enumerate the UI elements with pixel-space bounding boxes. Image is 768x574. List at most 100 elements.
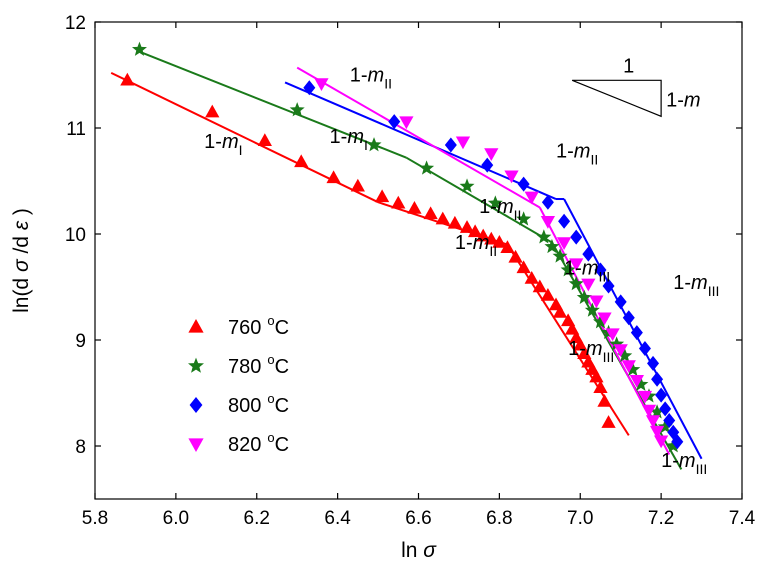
data-point-760	[391, 195, 406, 209]
data-point-800	[647, 355, 660, 371]
data-point-800	[602, 278, 615, 294]
slope-label-m: m	[497, 196, 514, 218]
x-tick-label: 7.2	[648, 508, 674, 529]
data-point-760	[601, 415, 616, 428]
y-axis-label-part-1: σ	[10, 258, 33, 272]
slope-triangle-rise-m: m	[684, 89, 701, 111]
slope-label-800-III: 1-mIII	[673, 272, 719, 299]
legend-value: 820	[228, 434, 261, 456]
slope-label-prefix: 1-	[204, 131, 222, 153]
legend-degree: o	[267, 352, 274, 367]
legend-degree: o	[267, 430, 274, 445]
slope-label-m: m	[368, 64, 385, 86]
data-point-760	[484, 231, 499, 245]
data-point-780	[544, 238, 560, 254]
data-point-820	[524, 191, 539, 205]
data-point-760	[593, 380, 608, 393]
legend-value: 780	[228, 356, 261, 378]
slope-label-subscript: III	[603, 349, 615, 365]
y-tick-label: 12	[65, 13, 86, 34]
data-point-760	[492, 234, 507, 248]
data-point-780	[576, 289, 592, 304]
slope-label-780-III: 1-mIII	[564, 257, 610, 284]
slope-label-820-III: 1-mIII	[661, 450, 707, 477]
slope-label-760-II: 1-mII	[455, 232, 497, 259]
legend-marker-780	[188, 357, 204, 373]
data-point-760	[524, 271, 539, 284]
data-point-800	[570, 229, 583, 245]
x-tick-label: 6.2	[244, 508, 270, 529]
legend-label-780: 780 oC	[228, 352, 289, 378]
slope-label-m: m	[473, 232, 490, 254]
data-point-780	[609, 336, 625, 351]
slope-label-prefix: 1-	[350, 64, 368, 86]
axis-ticks: 5.8 6.0 6.2 6.4 6.6 6.8 7.0 7.2 7.4 8 9 10 11 12	[65, 13, 756, 529]
slope-label-m: m	[222, 131, 239, 153]
data-point-780	[536, 229, 552, 244]
data-point-800	[541, 194, 554, 210]
fit-line-780	[405, 156, 553, 244]
data-point-760	[500, 240, 515, 254]
data-point-780	[552, 248, 568, 263]
data-point-820	[597, 312, 612, 326]
data-point-820	[621, 360, 636, 373]
x-axis-label-sigma: σ	[423, 539, 437, 562]
data-point-800	[638, 340, 651, 356]
slope-label-prefix: 1-	[479, 196, 497, 218]
data-point-820	[613, 344, 628, 358]
x-axis-label-ln: ln	[401, 539, 417, 562]
slope-label-m: m	[679, 450, 696, 472]
data-point-780	[366, 137, 382, 152]
x-tick-label: 6.6	[405, 508, 431, 529]
x-tick-label: 5.8	[82, 508, 108, 529]
data-point-800	[481, 157, 494, 173]
slope-label-prefix: 1-	[661, 450, 679, 472]
legend-unit: C	[275, 317, 289, 339]
legend-marker-820	[188, 438, 204, 452]
data-point-780	[657, 419, 673, 434]
slope-label-m: m	[347, 126, 364, 148]
data-point-820	[637, 390, 653, 404]
x-tick-label: 6.4	[324, 508, 351, 529]
data-point-780	[419, 160, 435, 175]
data-point-760	[205, 104, 220, 118]
data-point-800	[651, 371, 664, 387]
slope-label-m: m	[574, 141, 591, 163]
y-tick-label: 9	[75, 331, 86, 352]
slope-label-subscript: II	[489, 243, 497, 259]
slope-label-prefix: 1-	[455, 232, 473, 254]
x-axis-label: ln σ	[401, 539, 437, 562]
slope-label-m: m	[586, 338, 603, 360]
data-point-760	[540, 287, 556, 301]
data-point-820	[540, 216, 556, 229]
y-axis-label-part-2: /d	[10, 236, 33, 254]
data-point-780	[633, 376, 649, 391]
slope-triangle-shape	[571, 79, 662, 118]
data-point-780	[560, 262, 576, 277]
data-point-780	[459, 178, 475, 193]
data-point-760	[516, 260, 531, 274]
legend-label-800: 800 oC	[228, 391, 289, 417]
data-points	[120, 41, 684, 453]
slope-label-subscript: II	[590, 152, 598, 168]
fit-line-780	[139, 50, 407, 159]
x-tick-label: 6.0	[163, 508, 189, 529]
data-point-760	[467, 224, 483, 238]
data-point-800	[517, 176, 530, 192]
data-point-820	[455, 136, 471, 150]
data-point-760	[597, 393, 612, 407]
data-point-800	[388, 114, 401, 130]
data-point-760	[532, 279, 547, 293]
data-point-820	[589, 295, 604, 309]
data-point-820	[649, 425, 665, 439]
slope-label-prefix: 1-	[568, 338, 586, 360]
fit-line-820	[296, 66, 541, 209]
data-point-820	[654, 435, 669, 449]
data-point-760	[476, 228, 491, 242]
data-point-820	[399, 116, 414, 130]
data-point-800	[558, 213, 571, 229]
legend-label-820: 820 oC	[228, 430, 289, 456]
data-point-780	[665, 438, 681, 453]
y-tick-label: 8	[75, 437, 86, 458]
